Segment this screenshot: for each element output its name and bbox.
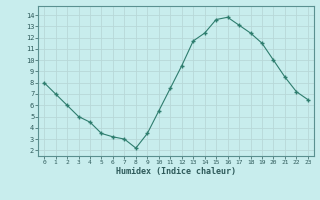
X-axis label: Humidex (Indice chaleur): Humidex (Indice chaleur) — [116, 167, 236, 176]
